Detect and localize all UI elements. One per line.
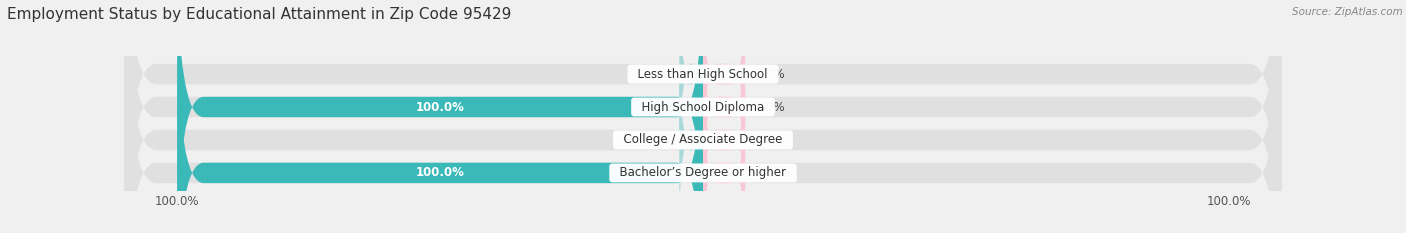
FancyBboxPatch shape	[679, 51, 703, 229]
FancyBboxPatch shape	[679, 0, 703, 163]
Text: 0.0%: 0.0%	[755, 166, 785, 179]
Text: 0.0%: 0.0%	[640, 68, 669, 81]
Text: Bachelor’s Degree or higher: Bachelor’s Degree or higher	[612, 166, 794, 179]
Text: Source: ZipAtlas.com: Source: ZipAtlas.com	[1292, 7, 1403, 17]
Text: Less than High School: Less than High School	[630, 68, 776, 81]
FancyBboxPatch shape	[125, 0, 1281, 233]
FancyBboxPatch shape	[177, 18, 703, 233]
FancyBboxPatch shape	[703, 18, 745, 196]
FancyBboxPatch shape	[125, 0, 1281, 233]
Text: High School Diploma: High School Diploma	[634, 100, 772, 113]
Text: 0.0%: 0.0%	[755, 100, 785, 113]
FancyBboxPatch shape	[177, 0, 703, 233]
FancyBboxPatch shape	[125, 0, 1281, 233]
Text: 0.0%: 0.0%	[640, 134, 669, 147]
Text: 100.0%: 100.0%	[416, 100, 464, 113]
FancyBboxPatch shape	[703, 0, 745, 163]
Text: 0.0%: 0.0%	[755, 134, 785, 147]
Text: Employment Status by Educational Attainment in Zip Code 95429: Employment Status by Educational Attainm…	[7, 7, 512, 22]
Text: College / Associate Degree: College / Associate Degree	[616, 134, 790, 147]
Text: 100.0%: 100.0%	[416, 166, 464, 179]
Text: 0.0%: 0.0%	[755, 68, 785, 81]
FancyBboxPatch shape	[703, 84, 745, 233]
FancyBboxPatch shape	[703, 51, 745, 229]
FancyBboxPatch shape	[125, 0, 1281, 233]
